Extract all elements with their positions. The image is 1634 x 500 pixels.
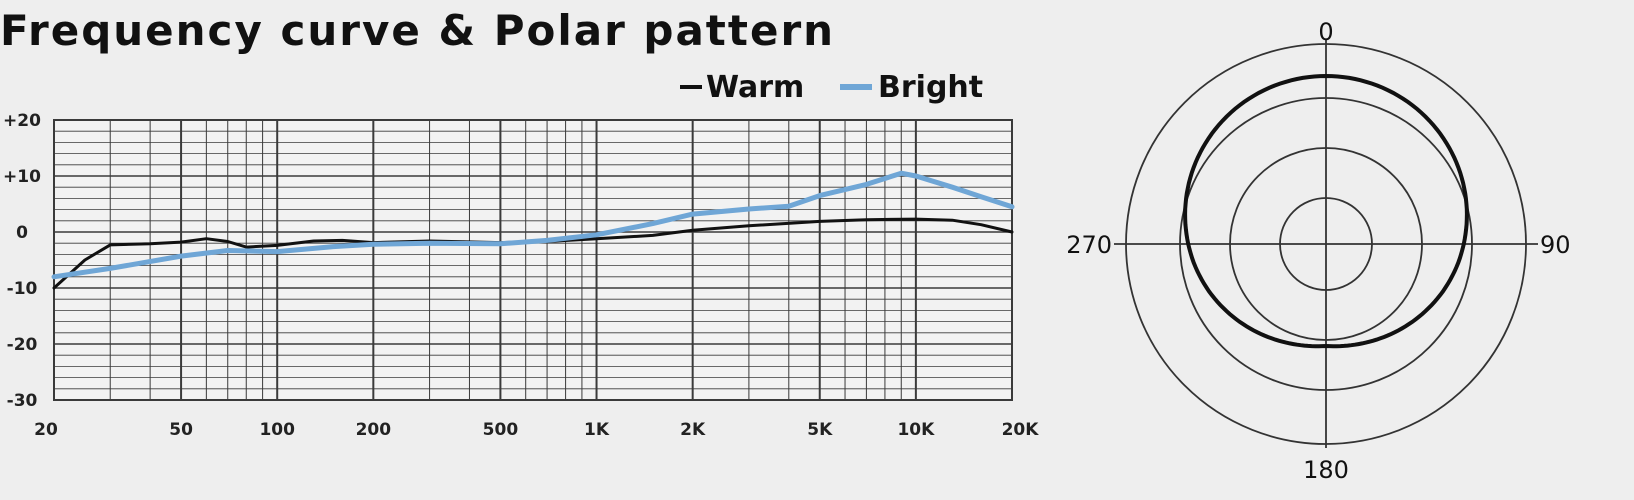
x-tick-label: 20K bbox=[1002, 420, 1040, 440]
x-tick-label: 50 bbox=[169, 420, 193, 440]
polar-angle-label: 270 bbox=[1066, 231, 1112, 259]
series-line-bright bbox=[51, 170, 1015, 280]
polar-pattern-curve bbox=[1183, 73, 1469, 349]
plot-area bbox=[53, 119, 1013, 401]
legend-label-bright: Bright bbox=[878, 70, 983, 105]
x-tick-label: 100 bbox=[259, 420, 295, 440]
x-tick-label: 20 bbox=[34, 420, 58, 440]
x-tick-label: 10K bbox=[897, 420, 935, 440]
y-tick-label: +10 bbox=[3, 167, 41, 187]
x-tick-label: 500 bbox=[483, 420, 519, 440]
polar-angle-label: 0 bbox=[1318, 18, 1333, 46]
y-tick-label: 0 bbox=[16, 223, 28, 243]
legend-label-warm: Warm bbox=[706, 70, 804, 105]
legend: Warm Bright bbox=[680, 70, 983, 105]
x-tick-label: 200 bbox=[356, 420, 392, 440]
polar-chart: 0 90 180 270 bbox=[1066, 18, 1570, 484]
polar-angle-label: 180 bbox=[1303, 456, 1349, 484]
x-tick-label: 5K bbox=[807, 420, 833, 440]
series-layer bbox=[51, 170, 1015, 290]
chart-title: Frequency curve & Polar pattern bbox=[0, 6, 836, 55]
x-tick-label: 1K bbox=[584, 420, 610, 440]
y-tick-label: -30 bbox=[7, 391, 38, 411]
x-axis: 20 50 100 200 500 1K 2K 5K 10K 20K bbox=[34, 420, 1039, 440]
x-tick-label: 2K bbox=[680, 420, 706, 440]
y-tick-label: +20 bbox=[3, 111, 41, 131]
y-tick-label: -20 bbox=[7, 335, 38, 355]
y-axis: +20 +10 0 -10 -20 -30 bbox=[3, 111, 41, 411]
polar-angle-label: 90 bbox=[1540, 231, 1571, 259]
y-tick-label: -10 bbox=[7, 279, 38, 299]
frequency-chart: +20+100-10-20-30 20 50 100 200 500 1K 2K 5K 10K 2… bbox=[3, 70, 1039, 440]
